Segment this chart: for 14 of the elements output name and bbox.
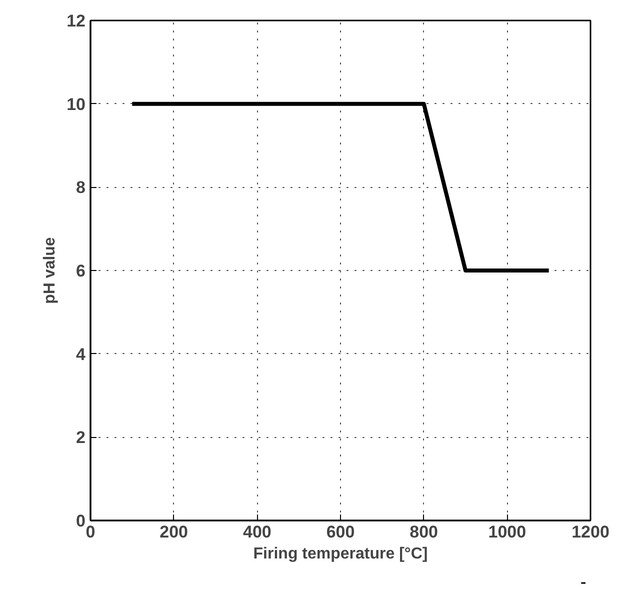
x-tick-label: 1200: [572, 522, 610, 542]
x-tick-label: 200: [160, 522, 188, 542]
x-axis-title: Firing temperature [°C]: [253, 546, 428, 562]
x-tick-label: 400: [242, 522, 272, 542]
y-axis-title: pH value: [42, 237, 59, 304]
y-tick-label: 4: [76, 344, 86, 364]
x-tick-label: 600: [326, 522, 355, 542]
y-tick-label: 6: [76, 262, 86, 280]
y-tick-label: 12: [66, 12, 86, 30]
y-tick-label: 10: [66, 94, 86, 114]
x-tick-label: 800: [410, 522, 438, 542]
x-tick-label: 1000: [488, 522, 526, 542]
y-tick-label: 2: [76, 428, 86, 448]
y-tick-label: 8: [76, 178, 86, 198]
